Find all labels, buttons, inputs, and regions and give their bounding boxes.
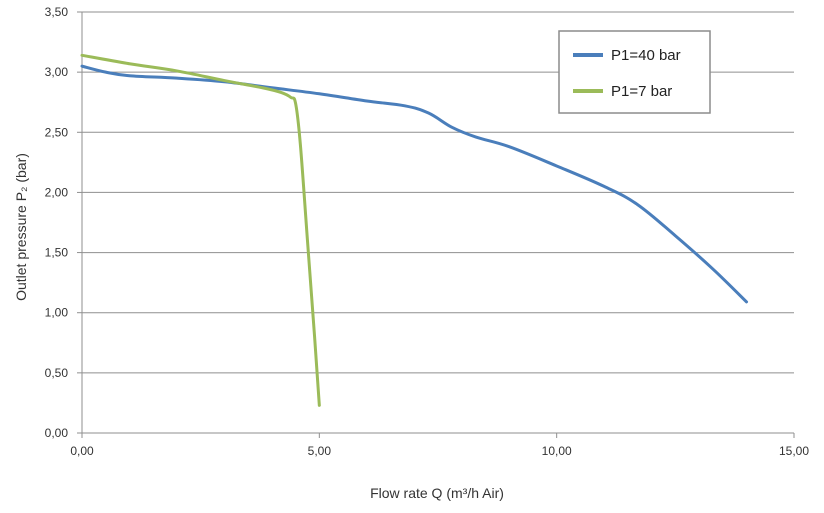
y-tick-label: 3,50	[45, 5, 69, 19]
y-tick-labels: 0,00 0,50 1,00 1,50 2,00 2,50 3,00 3,50	[45, 5, 82, 440]
x-tick-label: 5,00	[308, 444, 332, 458]
y-tick-label: 3,00	[45, 65, 69, 79]
x-tick-labels: 0,00 5,00 10,00 15,00	[70, 433, 809, 458]
axes	[81, 12, 794, 434]
y-tick-label: 2,00	[45, 185, 69, 199]
x-tick-label: 0,00	[70, 444, 94, 458]
x-axis-title: Flow rate Q (m³/h Air)	[370, 485, 504, 501]
series-lines	[80, 53, 749, 407]
series-line-p1-7-bar	[80, 53, 321, 407]
y-tick-label: 2,50	[45, 125, 69, 139]
y-tick-label: 1,50	[45, 246, 69, 260]
legend-label-p1-7-bar: P1=7 bar	[611, 83, 672, 100]
x-tick-label: 15,00	[779, 444, 809, 458]
y-tick-label: 0,50	[45, 366, 69, 380]
legend: P1=40 bar P1=7 bar	[558, 30, 711, 114]
legend-label-p1-40-bar: P1=40 bar	[611, 47, 681, 64]
y-axis-title: Outlet pressure P₂ (bar)	[13, 153, 29, 301]
series-line-p1-40-bar	[80, 64, 749, 304]
gridlines	[82, 11, 794, 374]
x-tick-label: 10,00	[542, 444, 572, 458]
y-tick-label: 1,00	[45, 306, 69, 320]
legend-box	[558, 30, 711, 114]
y-tick-label: 0,00	[45, 426, 69, 440]
